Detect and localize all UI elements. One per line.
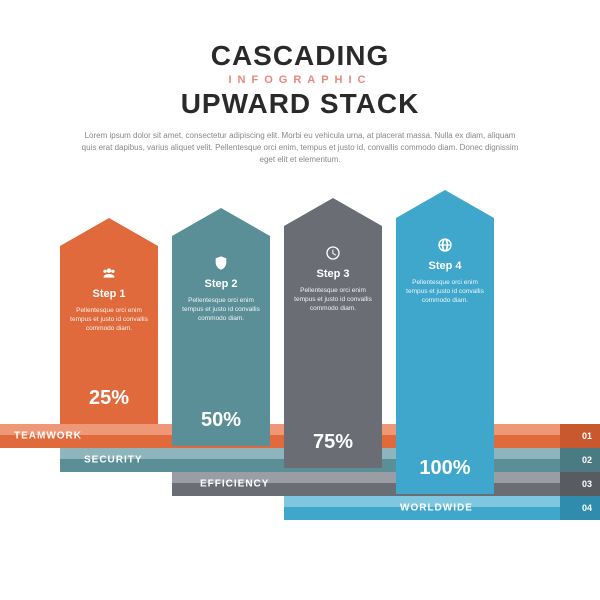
arrow-body: Step 1 Pellentesque orci enim tempus et j… [60, 246, 158, 424]
step-title: Step 2 [182, 278, 260, 290]
title-line-2: UPWARD STACK [0, 88, 600, 120]
header-body-text: Lorem ipsum dolor sit amet, consectetur … [80, 130, 520, 166]
arrow-head-icon [172, 208, 270, 236]
category-label: WORLDWIDE [400, 503, 473, 514]
arrow-body: Step 4 Pellentesque orci enim tempus et j… [396, 218, 494, 494]
step-percentage: 75% [294, 431, 372, 454]
index-tab-1: 01 [560, 424, 600, 448]
header-block: CASCADING INFOGRAPHIC UPWARD STACK Lorem… [0, 0, 600, 166]
step-title: Step 1 [70, 288, 148, 300]
category-label: TEAMWORK [14, 431, 82, 442]
category-label: SECURITY [84, 455, 143, 466]
index-number: 03 [582, 479, 592, 489]
step-percentage: 100% [406, 457, 484, 480]
step-title: Step 4 [406, 260, 484, 272]
arrow-column-3: Step 3 Pellentesque orci enim tempus et j… [284, 198, 382, 468]
step-title: Step 3 [294, 268, 372, 280]
clock-icon [294, 244, 372, 262]
arrow-column-4: Step 4 Pellentesque orci enim tempus et j… [396, 190, 494, 494]
category-label: EFFICIENCY [200, 479, 269, 490]
globe-icon [406, 236, 484, 254]
index-number: 01 [582, 431, 592, 441]
index-number: 02 [582, 455, 592, 465]
chart-area: TEAMWORK 01 SECURITY 02 EFFICIENCY 03 WORLDWID… [0, 190, 600, 600]
arrow-column-2: Step 2 Pellentesque orci enim tempus et j… [172, 208, 270, 446]
index-tab-2: 02 [560, 448, 600, 472]
subtitle: INFOGRAPHIC [0, 74, 600, 86]
arrow-body: Step 2 Pellentesque orci enim tempus et j… [172, 236, 270, 446]
index-number: 04 [582, 503, 592, 513]
category-bar-3: EFFICIENCY [172, 472, 600, 496]
index-tab-4: 04 [560, 496, 600, 520]
step-body-text: Pellentesque orci enim tempus et justo i… [294, 286, 372, 313]
title-line-1: CASCADING [0, 40, 600, 72]
people-icon [70, 264, 148, 282]
step-body-text: Pellentesque orci enim tempus et justo i… [70, 306, 148, 333]
arrow-head-icon [396, 190, 494, 218]
step-percentage: 25% [70, 387, 148, 410]
step-body-text: Pellentesque orci enim tempus et justo i… [182, 296, 260, 323]
arrow-body: Step 3 Pellentesque orci enim tempus et j… [284, 226, 382, 468]
category-bar-4: WORLDWIDE [284, 496, 600, 520]
index-tab-3: 03 [560, 472, 600, 496]
shield-icon [182, 254, 260, 272]
step-body-text: Pellentesque orci enim tempus et justo i… [406, 278, 484, 305]
arrow-head-icon [60, 218, 158, 246]
arrow-head-icon [284, 198, 382, 226]
arrow-column-1: Step 1 Pellentesque orci enim tempus et j… [60, 218, 158, 424]
step-percentage: 50% [182, 409, 260, 432]
